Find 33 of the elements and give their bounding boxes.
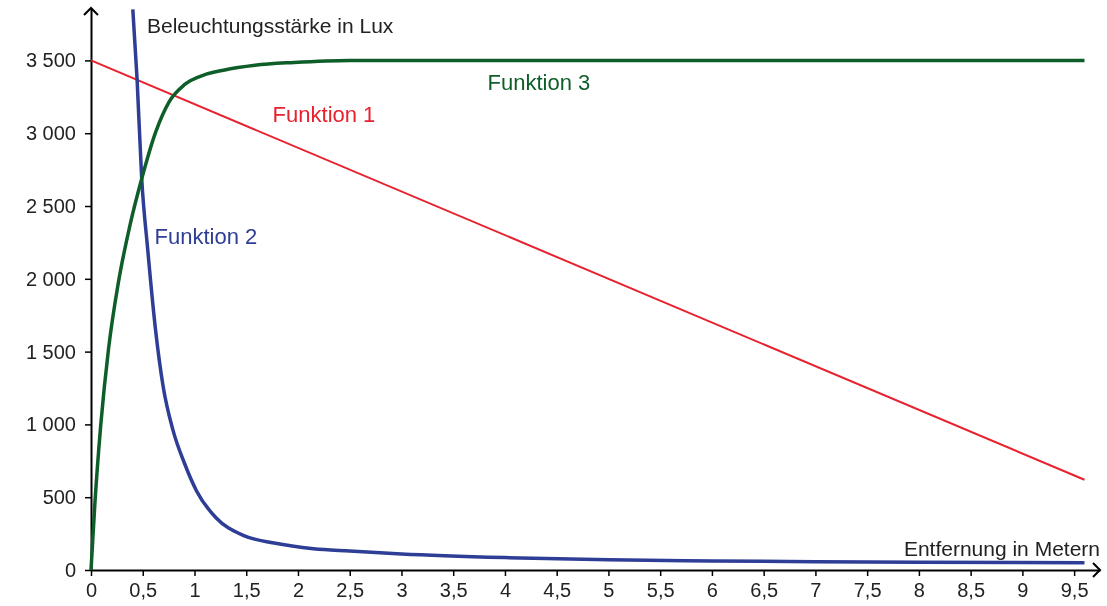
x-tick-label: 8,5 — [957, 579, 986, 601]
y-tick-label: 2 000 — [25, 267, 76, 290]
x-tick-label: 2 — [292, 579, 305, 601]
x-tick-label: 0,5 — [129, 579, 158, 601]
y-tick-label: 1 000 — [25, 413, 76, 436]
y-tick-label: 3 500 — [25, 49, 76, 72]
x-tick-label: 1,5 — [232, 579, 261, 601]
y-tick-label: 3 000 — [25, 122, 76, 145]
y-tick-label: 2 500 — [25, 194, 76, 217]
x-tick-label: 4 — [499, 579, 512, 601]
x-tick-label: 9 — [1017, 579, 1029, 601]
x-tick-label: 6 — [706, 579, 718, 601]
x-tick-label: 5 — [603, 579, 615, 601]
x-tick-label: 6,5 — [750, 579, 779, 601]
y-axis-title: Beleuchtungsstärke in Lux — [147, 14, 394, 37]
y-tick-label: 0 — [64, 558, 76, 581]
x-tick-label: 3 — [396, 579, 408, 601]
series-label: Funktion 3 — [487, 70, 591, 96]
x-tick-label: 8 — [913, 579, 925, 601]
x-axis-title: Entfernung in Metern — [903, 537, 1100, 560]
x-tick-label: 4,5 — [543, 579, 572, 601]
x-tick-label: 7 — [810, 579, 822, 601]
x-tick-label: 7,5 — [853, 579, 882, 601]
series-label: Funktion 1 — [272, 102, 376, 128]
y-tick-label: 1 500 — [25, 340, 76, 363]
x-tick-label: 5,5 — [646, 579, 675, 601]
y-tick-label: 500 — [42, 486, 76, 509]
series-label: Funktion 2 — [154, 224, 258, 250]
x-tick-label: 3,5 — [439, 579, 468, 601]
x-tick-label: 1 — [189, 579, 201, 601]
x-tick-label: 0 — [85, 579, 98, 601]
x-tick-label: 9,5 — [1060, 579, 1089, 601]
x-tick-label: 2,5 — [336, 579, 365, 601]
